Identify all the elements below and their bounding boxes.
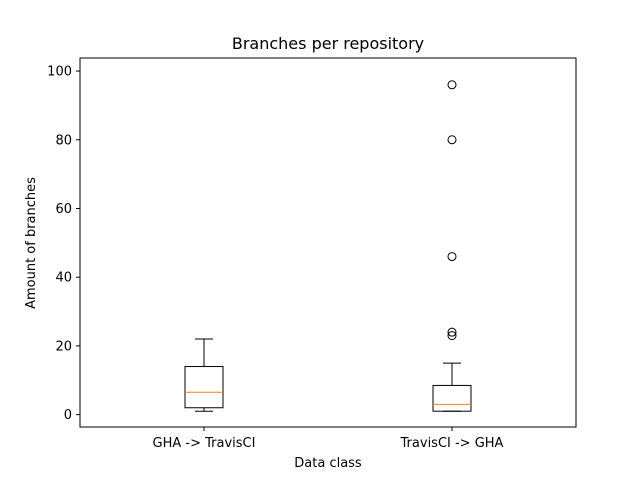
y-tick-label: 80 xyxy=(55,133,72,148)
x-axis-label: Data class xyxy=(294,456,362,471)
box-series xyxy=(184,80,472,412)
outlier-point xyxy=(447,252,457,262)
y-tick-label: 100 xyxy=(47,65,72,80)
y-tick-label: 60 xyxy=(55,202,72,217)
iqr-box xyxy=(432,384,472,412)
outlier-point xyxy=(447,80,457,90)
y-tick-label: 0 xyxy=(64,408,72,423)
chart-title: Branches per repository xyxy=(232,34,424,53)
x-tick-label: TravisCI -> GHA xyxy=(400,436,504,451)
y-axis-ticks: 0 20 40 60 80 100 xyxy=(47,65,80,423)
outlier-point xyxy=(447,135,457,145)
box-1 xyxy=(184,338,224,412)
outlier-point xyxy=(447,327,457,337)
y-tick-label: 20 xyxy=(55,339,72,354)
x-axis-ticks: GHA -> TravisCI TravisCI -> GHA xyxy=(153,427,504,451)
x-tick-label: GHA -> TravisCI xyxy=(153,436,256,451)
plot-area-frame xyxy=(79,57,577,428)
box-2 xyxy=(432,80,472,412)
y-tick-label: 40 xyxy=(55,271,72,286)
iqr-box xyxy=(184,366,224,409)
outlier-point xyxy=(447,331,457,341)
y-axis-label: Amount of branches xyxy=(24,177,39,309)
